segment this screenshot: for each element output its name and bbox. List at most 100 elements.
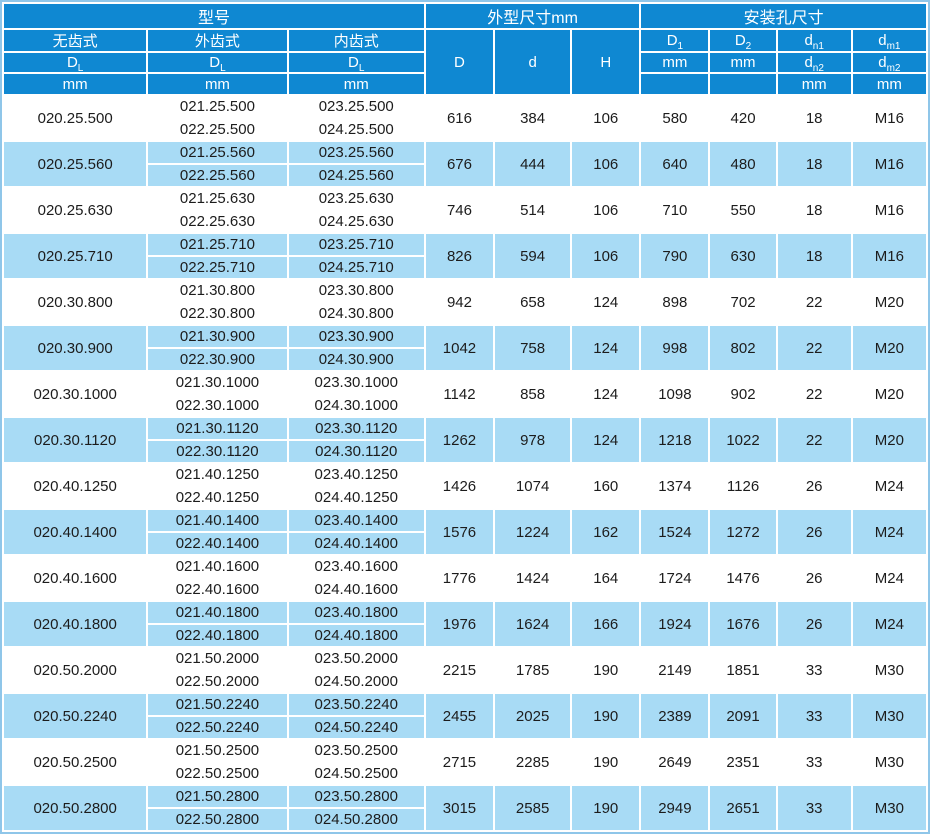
external-model-cell-top: 021.30.800 xyxy=(146,278,289,303)
mount-d2-cell: 550 xyxy=(708,186,778,234)
thread-size-cell: M16 xyxy=(850,186,929,234)
toothless-model-cell: 020.25.560 xyxy=(1,140,149,188)
toothless-model-cell: 020.40.1600 xyxy=(1,554,149,602)
internal-model-cell-top: 023.25.560 xyxy=(286,140,426,165)
thread-size-cell: M24 xyxy=(850,508,929,556)
mount-d2-cell: 1476 xyxy=(708,554,778,602)
height-cell: 190 xyxy=(570,738,642,786)
external-model-cell-top: 021.30.900 xyxy=(146,324,289,349)
mount-d1-column-header: D1 xyxy=(639,28,711,53)
bolt-hole-dn2-header: dn2 xyxy=(775,51,853,74)
external-model-cell-top: 021.40.1800 xyxy=(146,600,289,625)
bolt-hole-cell: 26 xyxy=(775,554,853,602)
thread-size-cell: M16 xyxy=(850,140,929,188)
outer-diameter-column-header: D xyxy=(423,28,496,96)
bolt-hole-cell: 33 xyxy=(775,646,853,694)
blank-cell xyxy=(708,72,778,96)
external-dim-header: DL xyxy=(146,51,289,74)
thread-size-cell: M16 xyxy=(850,232,929,280)
inner-diameter-cell: 514 xyxy=(493,186,573,234)
mount-d1-cell: 580 xyxy=(639,94,711,142)
mount-d1-cell: 710 xyxy=(639,186,711,234)
external-model-cell-bottom: 022.30.800 xyxy=(146,301,289,326)
height-cell: 106 xyxy=(570,94,642,142)
table-row: 022.50.2500 024.50.2500 xyxy=(3,761,927,786)
dm-unit-cell: mm xyxy=(850,72,929,96)
table-row: 022.25.630 024.25.630 xyxy=(3,209,927,234)
mount-d1-cell: 998 xyxy=(639,324,711,372)
height-cell: 106 xyxy=(570,140,642,188)
bolt-hole-cell: 18 xyxy=(775,94,853,142)
table-row: 020.50.2240 021.50.2240 023.50.2240 2455… xyxy=(1,692,929,740)
outer-diameter-cell: 1776 xyxy=(423,554,496,602)
internal-model-cell-top: 023.40.1800 xyxy=(286,600,426,625)
inner-diameter-cell: 858 xyxy=(493,370,573,418)
table-row: 022.40.1400 024.40.1400 xyxy=(3,531,927,556)
inner-diameter-cell: 1074 xyxy=(493,462,573,510)
mount-d2-cell: 1126 xyxy=(708,462,778,510)
external-model-cell-bottom: 022.30.1120 xyxy=(146,439,289,464)
d1-symbol: D xyxy=(666,32,678,49)
thread-size-cell: M24 xyxy=(850,462,929,510)
toothless-model-cell: 020.40.1400 xyxy=(1,508,149,556)
height-cell: 162 xyxy=(570,508,642,556)
external-model-cell-bottom: 022.25.560 xyxy=(146,163,289,188)
internal-model-cell-top: 023.40.1600 xyxy=(286,554,426,579)
outer-diameter-cell: 676 xyxy=(423,140,496,188)
toothless-model-cell: 020.25.630 xyxy=(1,186,149,234)
internal-model-cell-bottom: 024.40.1250 xyxy=(286,485,426,510)
dm1-symbol: d xyxy=(878,32,887,49)
toothless-model-cell: 020.30.900 xyxy=(1,324,149,372)
inner-diameter-cell: 594 xyxy=(493,232,573,280)
external-model-cell-bottom: 022.50.2000 xyxy=(146,669,289,694)
external-model-cell-bottom: 022.40.1400 xyxy=(146,531,289,556)
external-model-cell-top: 021.40.1600 xyxy=(146,554,289,579)
internal-model-cell-bottom: 024.50.2000 xyxy=(286,669,426,694)
table-row: 022.25.500 024.25.500 xyxy=(3,117,927,142)
external-model-cell-bottom: 022.25.630 xyxy=(146,209,289,234)
toothless-model-cell: 020.50.2800 xyxy=(1,784,149,832)
table-row: 022.40.1600 024.40.1600 xyxy=(3,577,927,602)
external-model-cell-top: 021.30.1120 xyxy=(146,416,289,441)
table-row: 022.30.900 024.30.900 xyxy=(3,347,927,372)
external-model-cell-top: 021.50.2000 xyxy=(146,646,289,671)
internal-model-cell-top: 023.30.1000 xyxy=(286,370,426,395)
external-model-cell-bottom: 022.25.710 xyxy=(146,255,289,280)
height-cell: 190 xyxy=(570,784,642,832)
height-cell: 124 xyxy=(570,278,642,326)
external-model-cell-top: 021.50.2500 xyxy=(146,738,289,763)
external-model-cell-bottom: 022.50.2500 xyxy=(146,761,289,786)
table-row: 020.40.1800 021.40.1800 023.40.1800 1976… xyxy=(1,600,929,648)
bolt-hole-dn1-header: dn1 xyxy=(775,28,853,53)
mount-d1-cell: 1098 xyxy=(639,370,711,418)
mount-d2-column-header: D2 xyxy=(708,28,778,53)
bolt-hole-cell: 33 xyxy=(775,738,853,786)
toothless-model-cell: 020.50.2240 xyxy=(1,692,149,740)
mount-d2-cell: 2651 xyxy=(708,784,778,832)
internal-model-cell-bottom: 024.30.800 xyxy=(286,301,426,326)
table-row: 020.50.2000 021.50.2000 023.50.2000 2215… xyxy=(1,646,929,694)
internal-model-cell-bottom: 024.50.2240 xyxy=(286,715,426,740)
height-cell: 124 xyxy=(570,370,642,418)
toothless-model-cell: 020.40.1800 xyxy=(1,600,149,648)
model-group-header: 型号 xyxy=(2,2,426,30)
external-model-cell-bottom: 022.40.1800 xyxy=(146,623,289,648)
outer-diameter-cell: 1142 xyxy=(423,370,496,418)
thread-size-cell: M20 xyxy=(850,416,929,464)
external-model-cell-bottom: 022.50.2800 xyxy=(146,807,289,832)
height-cell: 106 xyxy=(570,186,642,234)
inner-diameter-cell: 1424 xyxy=(493,554,573,602)
d2-unit-cell: mm xyxy=(708,51,778,74)
table-row: 020.30.1120 021.30.1120 023.30.1120 1262… xyxy=(1,416,929,464)
toothless-model-cell: 020.50.2000 xyxy=(1,646,149,694)
mount-d1-cell: 1524 xyxy=(639,508,711,556)
external-model-cell-top: 021.50.2800 xyxy=(146,784,289,809)
bolt-hole-cell: 26 xyxy=(775,508,853,556)
bolt-hole-cell: 26 xyxy=(775,462,853,510)
thread-size-cell: M20 xyxy=(850,278,929,326)
internal-model-cell-top: 023.40.1400 xyxy=(286,508,426,533)
dl-subscript: L xyxy=(220,63,226,73)
inner-diameter-cell: 1624 xyxy=(493,600,573,648)
external-model-cell-top: 021.25.710 xyxy=(146,232,289,257)
